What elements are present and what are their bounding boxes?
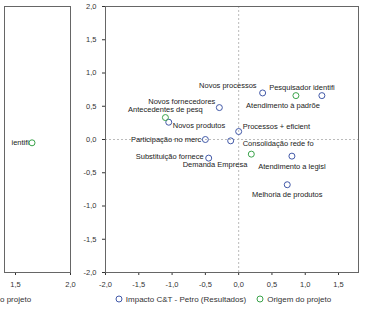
- svg-text:Consolidação rede fo: Consolidação rede fo: [243, 139, 314, 148]
- svg-text:ientifi: ientifi: [11, 138, 29, 147]
- svg-text:Demanda Empresa: Demanda Empresa: [183, 160, 248, 169]
- svg-text:-2,0: -2,0: [99, 280, 112, 289]
- svg-text:-1,0: -1,0: [84, 201, 97, 210]
- html-text:Origem do projeto: Origem do projeto: [267, 294, 332, 304]
- html-text:o projeto: o projeto: [0, 294, 32, 304]
- svg-text:Participação no merc: Participação no merc: [131, 135, 202, 144]
- svg-text:-2,0: -2,0: [84, 268, 97, 277]
- svg-text:-0,5: -0,5: [199, 280, 212, 289]
- svg-text:2,0: 2,0: [86, 2, 96, 11]
- svg-text:1,5: 1,5: [10, 280, 20, 289]
- svg-text:Novos processos: Novos processos: [199, 81, 257, 90]
- svg-text:Pesquisador identifi: Pesquisador identifi: [269, 83, 335, 92]
- svg-text:2,0: 2,0: [65, 280, 75, 289]
- svg-text:0,5: 0,5: [267, 280, 277, 289]
- svg-text:1,5: 1,5: [86, 35, 96, 44]
- svg-text:Novos fornecedores: Novos fornecedores: [148, 97, 216, 106]
- svg-text:Antecedentes de pesq: Antecedentes de pesq: [128, 105, 203, 114]
- svg-text:0,0: 0,0: [233, 280, 243, 289]
- svg-text:Atendimento à padrõe: Atendimento à padrõe: [246, 101, 320, 110]
- svg-text:-1,5: -1,5: [132, 280, 145, 289]
- svg-text:Processos + eficient: Processos + eficient: [243, 122, 311, 131]
- svg-text:1,5: 1,5: [333, 280, 343, 289]
- svg-text:-0,5: -0,5: [84, 168, 97, 177]
- svg-text:Melhoria de produtos: Melhoria de produtos: [252, 190, 323, 199]
- svg-text:-1,0: -1,0: [166, 280, 179, 289]
- svg-text:Atendimento a legisl: Atendimento a legisl: [258, 162, 326, 171]
- svg-text:0,0: 0,0: [86, 135, 96, 144]
- svg-text:1,0: 1,0: [300, 280, 310, 289]
- svg-text:-1,5: -1,5: [84, 235, 97, 244]
- svg-text:Novos produtos: Novos produtos: [173, 121, 226, 130]
- html-text:Impacto C&T - Petro (Resultado: Impacto C&T - Petro (Resultados): [125, 294, 247, 304]
- svg-text:1,0: 1,0: [86, 68, 96, 77]
- svg-text:0,5: 0,5: [86, 102, 96, 111]
- svg-text:Substituição fornece: Substituição fornece: [135, 151, 204, 161]
